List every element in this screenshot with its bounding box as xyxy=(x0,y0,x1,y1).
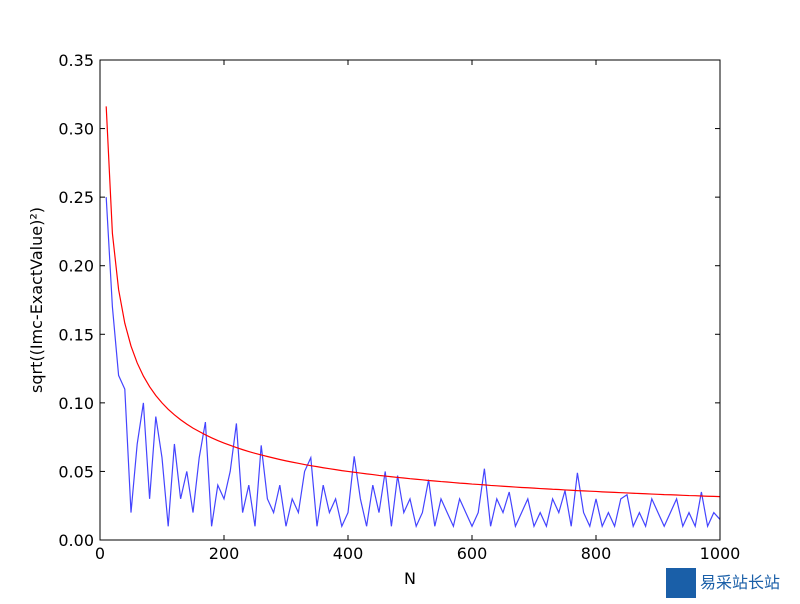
x-tick-label: 0 xyxy=(95,544,105,563)
y-tick-label: 0.00 xyxy=(58,531,94,550)
data-line xyxy=(105,197,721,529)
x-tick-label: 200 xyxy=(209,544,240,563)
y-tick-label: 0.10 xyxy=(58,394,94,413)
x-tick-label: 400 xyxy=(333,544,364,563)
y-axis-label: sqrt((Imc-ExactValue)²) xyxy=(27,207,46,393)
y-tick-label: 0.20 xyxy=(58,257,94,276)
watermark-icon xyxy=(666,568,696,598)
y-tick-label: 0.35 xyxy=(58,51,94,70)
x-tick-label: 600 xyxy=(457,544,488,563)
y-tick-label: 0.15 xyxy=(58,325,94,344)
y-tick-label: 0.05 xyxy=(58,462,94,481)
plot-frame xyxy=(99,59,721,541)
x-axis-label: N xyxy=(404,569,416,588)
y-tick-label: 0.25 xyxy=(58,188,94,207)
x-tick-label: 1000 xyxy=(700,544,741,563)
y-tick-label: 0.30 xyxy=(58,120,94,139)
watermark: 易采站长站 xyxy=(700,573,780,592)
data-line xyxy=(105,106,721,498)
x-tick-label: 800 xyxy=(581,544,612,563)
